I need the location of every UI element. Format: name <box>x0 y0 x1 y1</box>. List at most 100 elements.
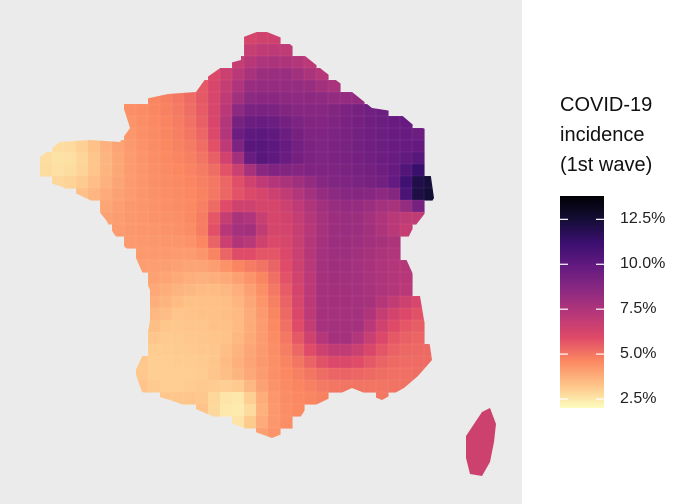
department-region <box>183 175 197 189</box>
department-region <box>219 199 233 213</box>
department-region <box>99 211 113 225</box>
department-region <box>135 211 149 225</box>
department-region <box>363 319 377 333</box>
department-region <box>279 319 293 333</box>
department-region <box>135 127 149 141</box>
department-region <box>291 55 305 69</box>
department-region <box>363 139 377 153</box>
department-region <box>111 139 125 153</box>
department-region <box>303 151 317 165</box>
legend-title-line-3: (1st wave) <box>560 154 653 176</box>
department-region <box>375 211 389 225</box>
department-region <box>267 415 281 429</box>
department-region <box>339 271 353 285</box>
department-region <box>147 259 161 273</box>
department-region <box>51 139 65 153</box>
department-region <box>123 115 137 129</box>
department-region <box>303 79 317 93</box>
department-region <box>135 259 149 273</box>
department-region <box>315 271 329 285</box>
department-region <box>147 151 161 165</box>
department-region <box>183 223 197 237</box>
department-region <box>183 271 197 285</box>
department-region <box>243 379 257 393</box>
department-region <box>267 103 281 117</box>
department-region <box>195 403 209 417</box>
department-region <box>183 343 197 357</box>
department-region <box>171 115 185 129</box>
department-region <box>279 187 293 201</box>
department-region <box>387 211 401 225</box>
department-region <box>363 271 377 285</box>
department-region <box>303 355 317 369</box>
department-region <box>279 79 293 93</box>
department-region <box>339 91 353 105</box>
department-region <box>171 319 185 333</box>
department-region <box>219 79 233 93</box>
department-region <box>207 91 221 105</box>
department-region <box>75 163 89 177</box>
department-region <box>111 151 125 165</box>
department-region <box>267 211 281 225</box>
france-incidence-map <box>39 31 496 476</box>
department-region <box>267 43 281 57</box>
department-region <box>363 379 377 393</box>
department-region <box>351 343 365 357</box>
department-region <box>183 163 197 177</box>
department-region <box>315 391 329 405</box>
department-region <box>315 211 329 225</box>
department-region <box>195 163 209 177</box>
metropolitan-france <box>39 31 434 438</box>
department-region <box>231 355 245 369</box>
department-region <box>171 307 185 321</box>
department-region <box>147 103 161 117</box>
department-region <box>351 331 365 345</box>
department-region <box>399 355 413 369</box>
department-region <box>279 307 293 321</box>
department-region <box>315 199 329 213</box>
department-region <box>219 67 233 81</box>
department-region <box>219 247 233 261</box>
department-region <box>147 319 161 333</box>
department-region <box>183 307 197 321</box>
legend-title-line-2: incidence <box>560 124 645 146</box>
department-region <box>171 187 185 201</box>
department-region <box>231 127 245 141</box>
department-region <box>303 391 317 405</box>
department-region <box>243 163 257 177</box>
department-region <box>267 319 281 333</box>
department-region <box>411 343 425 357</box>
department-region <box>327 163 341 177</box>
department-region <box>303 139 317 153</box>
department-region <box>375 235 389 249</box>
department-region <box>123 223 137 237</box>
department-region <box>291 91 305 105</box>
department-region <box>171 355 185 369</box>
department-region <box>255 91 269 105</box>
department-region <box>195 91 209 105</box>
department-region <box>159 367 173 381</box>
department-region <box>87 175 101 189</box>
department-region <box>99 163 113 177</box>
department-region <box>279 67 293 81</box>
department-region <box>183 247 197 261</box>
department-region <box>315 151 329 165</box>
department-region <box>159 379 173 393</box>
department-region <box>231 163 245 177</box>
department-region <box>279 163 293 177</box>
department-region <box>207 271 221 285</box>
department-region <box>291 79 305 93</box>
department-region <box>387 247 401 261</box>
department-region <box>183 151 197 165</box>
department-region <box>339 319 353 333</box>
department-region <box>243 43 257 57</box>
department-region <box>219 235 233 249</box>
department-region <box>267 199 281 213</box>
department-region <box>411 295 425 309</box>
department-region <box>159 271 173 285</box>
department-region <box>315 139 329 153</box>
department-region <box>231 223 245 237</box>
department-region <box>219 91 233 105</box>
department-region <box>159 295 173 309</box>
department-region <box>327 175 341 189</box>
